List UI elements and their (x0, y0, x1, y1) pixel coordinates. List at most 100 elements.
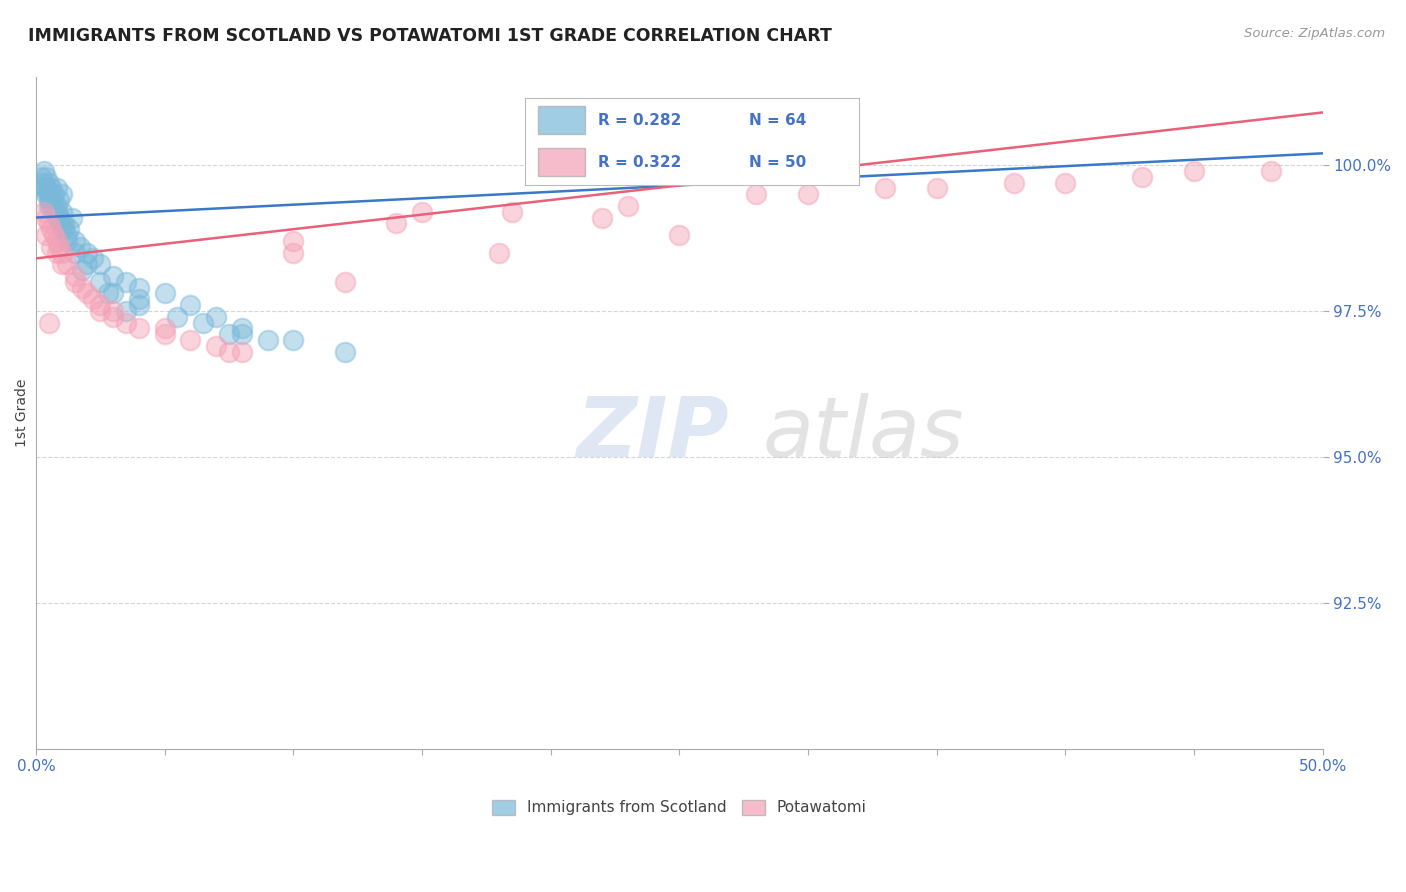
Point (32, 181, 55, 195)
Point (218, 327, 240, 342)
Point (35, 169, 58, 184)
Point (128, 298, 150, 312)
Point (48, 211, 70, 225)
Point (1002, 176, 1025, 190)
Point (128, 292, 150, 306)
Point (256, 333, 278, 347)
Point (231, 327, 253, 342)
Point (82, 292, 104, 306)
Point (1260, 164, 1282, 178)
Point (35, 187, 58, 202)
Point (76, 286, 98, 301)
Text: atlas: atlas (763, 392, 965, 474)
Point (45, 234, 67, 248)
Point (101, 286, 124, 301)
Point (411, 204, 433, 219)
Point (41, 193, 63, 207)
Point (41, 187, 63, 202)
Point (89, 257, 111, 271)
Point (45, 245, 67, 260)
Point (51, 216, 73, 230)
Point (668, 227, 690, 242)
Point (333, 275, 356, 289)
Point (193, 316, 215, 330)
Y-axis label: 1st Grade: 1st Grade (15, 379, 30, 447)
Point (53, 222, 76, 236)
Point (38, 176, 60, 190)
Point (38, 199, 60, 213)
Point (51, 222, 73, 236)
Point (617, 199, 640, 213)
Point (42, 187, 65, 202)
Point (38, 216, 60, 230)
Point (231, 344, 253, 359)
Point (1132, 169, 1154, 184)
Point (82, 252, 104, 266)
Point (41, 199, 63, 213)
Point (45, 181, 67, 195)
Text: IMMIGRANTS FROM SCOTLAND VS POTAWATOMI 1ST GRADE CORRELATION CHART: IMMIGRANTS FROM SCOTLAND VS POTAWATOMI 1… (28, 27, 832, 45)
Point (101, 310, 124, 324)
Point (179, 333, 201, 347)
Point (51, 257, 73, 271)
Point (32, 176, 55, 190)
Point (56, 227, 79, 242)
Point (51, 245, 73, 260)
Point (101, 304, 124, 318)
Point (76, 245, 98, 260)
Point (205, 310, 228, 324)
Point (501, 204, 523, 219)
Point (30, 169, 52, 184)
Point (283, 333, 305, 347)
Point (89, 275, 111, 289)
Point (63, 245, 86, 260)
Point (63, 275, 86, 289)
Point (153, 286, 176, 301)
Point (89, 304, 111, 318)
Text: ZIP: ZIP (576, 392, 728, 474)
Point (45, 199, 67, 213)
Point (153, 327, 176, 342)
Point (45, 204, 67, 219)
Point (925, 181, 948, 195)
Point (48, 240, 70, 254)
Point (591, 211, 613, 225)
Point (1182, 164, 1205, 178)
Point (35, 181, 58, 195)
Point (101, 268, 124, 283)
Point (797, 187, 820, 202)
Point (283, 245, 305, 260)
Point (48, 211, 70, 225)
Point (72, 280, 94, 294)
Point (41, 181, 63, 195)
Point (51, 187, 73, 202)
Point (72, 263, 94, 277)
Point (60, 211, 83, 225)
Legend: Immigrants from Scotland, Potawatomi: Immigrants from Scotland, Potawatomi (485, 793, 873, 822)
Point (51, 204, 73, 219)
Point (875, 181, 897, 195)
Point (153, 321, 176, 335)
Point (38, 193, 60, 207)
Point (48, 193, 70, 207)
Point (56, 234, 79, 248)
Point (97, 286, 120, 301)
Point (283, 234, 305, 248)
Point (32, 204, 55, 219)
Point (179, 298, 201, 312)
Point (56, 257, 79, 271)
Point (42, 199, 65, 213)
Point (38, 316, 60, 330)
Point (115, 316, 138, 330)
Point (128, 280, 150, 294)
Point (385, 216, 408, 230)
Point (205, 339, 228, 353)
Point (166, 310, 188, 324)
Point (76, 257, 98, 271)
Point (38, 187, 60, 202)
Point (35, 227, 58, 242)
Point (42, 227, 65, 242)
Point (115, 304, 138, 318)
Text: Source: ZipAtlas.com: Source: ZipAtlas.com (1244, 27, 1385, 40)
Point (115, 275, 138, 289)
